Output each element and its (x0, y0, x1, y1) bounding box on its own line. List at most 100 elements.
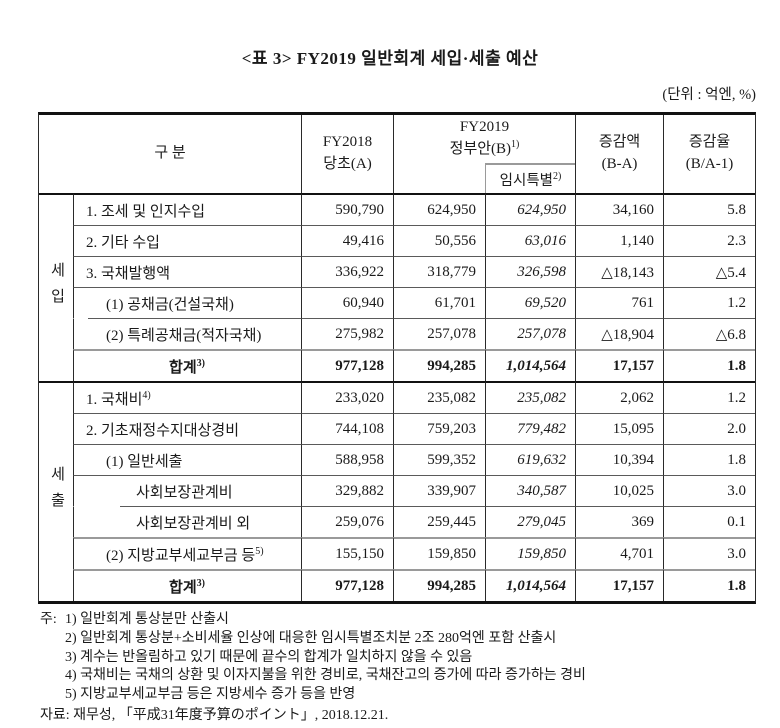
diff-value: 34,160 (575, 193, 664, 225)
table-row: (2) 특례공채금(적자국채) 275,982 257,078 257,078 … (39, 318, 756, 349)
fy2018-value: 588,958 (301, 444, 394, 475)
row-label: (2) 특례공채금(적자국채) (73, 318, 302, 349)
diff-value: 369 (575, 506, 664, 537)
rate-value: 3.0 (663, 537, 756, 569)
fy2019-value: 159,850 (393, 537, 486, 569)
diff-line2: (B-A) (601, 156, 638, 172)
section-label-revenue: 세입 (39, 193, 73, 381)
table-row: 2. 기타 수입 49,416 50,556 63,016 1,140 2.3 (39, 225, 756, 256)
fy2019-value: 624,950 (393, 193, 486, 225)
total-footnote-marker: 3) (196, 357, 205, 369)
temp-special-value: 619,632 (485, 444, 576, 475)
table-row: (1) 일반세출 588,958 599,352 619,632 10,394 … (39, 444, 756, 475)
row-label: 1. 국채비4) (73, 381, 302, 413)
temp-special-label: 임시특별 (499, 172, 554, 189)
temp-special-value: 340,587 (485, 475, 576, 506)
fy2018-value: 977,128 (301, 569, 394, 601)
fy2019-value: 994,285 (393, 569, 486, 601)
rate-value: 2.0 (663, 413, 756, 444)
header-row-1: 구 분 FY2018 당초(A) FY2019 정부안(B)1) 증감액 (B-A) … (39, 115, 755, 193)
fy2018-value: 336,922 (301, 256, 394, 287)
row-label: (1) 공채금(건설국채) (73, 287, 302, 318)
diff-value: 761 (575, 287, 664, 318)
fy2019-value: 339,907 (393, 475, 486, 506)
row-label: 합계3) (73, 569, 302, 601)
rate-value: 3.0 (663, 475, 756, 506)
rate-value: △6.8 (663, 318, 756, 349)
row-label: 2. 기초재정수지대상경비 (73, 413, 302, 444)
fy2019-value: 759,203 (393, 413, 486, 444)
fy2019-value: 994,285 (393, 349, 486, 381)
fy2019-line1: FY2019 (459, 119, 510, 136)
table-row: 세입 1. 조세 및 인지수입 590,790 624,950 624,950 … (39, 193, 756, 314)
fy2018-value: 977,128 (301, 349, 394, 381)
rate-value: 5.8 (663, 193, 756, 225)
temp-special-value: 159,850 (485, 537, 576, 569)
fy2018-value: 233,020 (301, 381, 394, 413)
fy2018-line1: FY2018 (322, 134, 373, 151)
fy2018-line2: 당초(A) (323, 156, 372, 172)
col-header-category: 구 분 (154, 145, 186, 162)
table-row: 2. 기초재정수지대상경비 744,108 759,203 779,482 15… (39, 413, 756, 444)
temp-special-value: 235,082 (485, 381, 576, 413)
temp-special-value: 257,078 (485, 318, 576, 349)
diff-value: 17,157 (575, 349, 664, 381)
rate-value: 0.1 (663, 506, 756, 537)
footnote-item: 3) 계수는 반올림하고 있기 때문에 끝수의 합계가 일치하지 않을 수 있음 (65, 649, 473, 665)
fy2018-value: 259,076 (301, 506, 394, 537)
col-header-fy2019: FY2019 정부안(B)1) (393, 115, 575, 163)
table-row: (2) 지방교부세교부금 등5) 155,150 159,850 159,850… (39, 537, 756, 569)
page-title: <표 3> FY2019 일반회계 세입·세출 예산 (241, 49, 539, 68)
fy2019-main-subcell (393, 163, 485, 193)
fy2019-value: 61,701 (393, 287, 486, 318)
rate-line1: 증감율 (688, 134, 731, 151)
footnote-line: 2) 일반회계 통상분+소비세율 인상에 대응한 임시특별조치분 2조 280억… (40, 630, 780, 649)
footnote-line: 5) 지방교부세교부금 등은 지방세수 증가 등을 반영 (40, 686, 780, 705)
diff-value: △18,904 (575, 318, 664, 349)
table-row-total: 합계3) 977,128 994,285 1,014,564 17,157 1.… (39, 349, 756, 381)
temp-special-value: 1,014,564 (485, 349, 576, 381)
footnote-item: 4) 국채비는 국채의 상환 및 이자지불을 위한 경비로, 국채잔고의 증가에… (65, 668, 586, 684)
section-label-expenditure: 세출 (39, 381, 73, 601)
diff-value: 1,140 (575, 225, 664, 256)
diff-line1: 증감액 (598, 134, 641, 151)
col-header-fy2018: FY2018 당초(A) (301, 115, 393, 193)
row-label: (2) 지방교부세교부금 등5) (73, 537, 302, 569)
diff-value: 4,701 (575, 537, 664, 569)
rate-value: 1.2 (663, 287, 756, 318)
rate-value: △5.4 (663, 256, 756, 287)
row-footnote-marker: 4) (142, 389, 151, 401)
row-footnote-marker: 5) (255, 545, 264, 557)
footnote-item: 5) 지방교부세교부금 등은 지방세수 증가 등을 반영 (65, 687, 356, 702)
fy2018-value: 329,882 (301, 475, 394, 506)
row-label: 합계3) (73, 349, 302, 381)
footnote-line: 4) 국채비는 국채의 상환 및 이자지불을 위한 경비로, 국채잔고의 증가에… (40, 667, 780, 686)
table-row: 3. 국채발행액 336,922 318,779 326,598 △18,143… (39, 256, 756, 287)
fy2019-value: 599,352 (393, 444, 486, 475)
col-header-diff: 증감액 (B-A) (575, 115, 663, 193)
row-label: 3. 국채발행액 (73, 256, 302, 287)
fy2019-footnote-marker: 1) (511, 139, 520, 150)
temp-special-value: 279,045 (485, 506, 576, 537)
rate-value: 2.3 (663, 225, 756, 256)
rate-value: 1.2 (663, 381, 756, 413)
fy2018-value: 60,940 (301, 287, 394, 318)
diff-value: 10,025 (575, 475, 664, 506)
footnote-item: 1) 일반회계 통상분만 산출시 (65, 612, 229, 627)
diff-value: 10,394 (575, 444, 664, 475)
fy2018-value: 155,150 (301, 537, 394, 569)
fy2019-value: 318,779 (393, 256, 486, 287)
diff-value: 15,095 (575, 413, 664, 444)
temp-special-value: 624,950 (485, 193, 576, 225)
temp-special-value: 1,014,564 (485, 569, 576, 601)
diff-value: △18,143 (575, 256, 664, 287)
footnote-line: 3) 계수는 반올림하고 있기 때문에 끝수의 합계가 일치하지 않을 수 있음 (40, 649, 780, 668)
diff-value: 2,062 (575, 381, 664, 413)
footnote-item: 2) 일반회계 통상분+소비세율 인상에 대응한 임시특별조치분 2조 280억… (65, 630, 557, 646)
budget-table: 구 분 FY2018 당초(A) FY2019 정부안(B)1) 증감액 (B-A) … (38, 112, 757, 604)
fy2018-value: 590,790 (301, 193, 394, 225)
fy2019-value: 235,082 (393, 381, 486, 413)
total-footnote-marker: 3) (196, 577, 205, 589)
header-row-2: 임시특별2) (39, 163, 755, 193)
rate-value: 1.8 (663, 569, 756, 601)
